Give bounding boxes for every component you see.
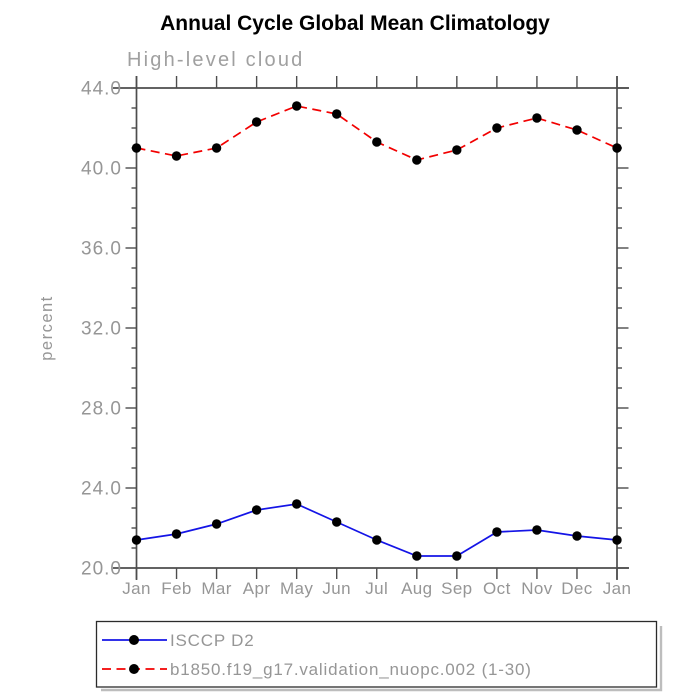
x-tick-label: Nov <box>521 579 553 598</box>
data-point-marker <box>131 143 142 153</box>
legend-box <box>95 620 658 688</box>
data-point-marker <box>612 535 622 545</box>
x-tick-label: Jul <box>365 579 388 598</box>
legend-marker-model-icon <box>129 664 139 674</box>
y-tick-label: 32.0 <box>81 319 122 340</box>
chart-subtitle: High-level cloud <box>127 49 305 71</box>
data-point-marker <box>532 525 542 535</box>
y-axis-title: percent <box>38 295 56 361</box>
y-tick-label: 36.0 <box>81 239 122 260</box>
data-point-marker <box>452 145 462 155</box>
data-point-marker <box>131 535 142 545</box>
x-tick-label: Aug <box>401 579 432 598</box>
data-point-marker <box>251 117 262 127</box>
legend-shadow <box>101 626 663 692</box>
data-point-marker <box>452 551 462 561</box>
data-point-marker <box>612 143 622 153</box>
data-point-marker <box>251 505 262 515</box>
x-tick-label: Feb <box>161 579 192 598</box>
data-point-marker <box>572 531 582 541</box>
data-point-marker <box>372 137 382 147</box>
x-tick-label: Jun <box>322 579 351 598</box>
x-tick-label: Apr <box>243 579 271 598</box>
data-point-marker <box>492 123 502 133</box>
x-tick-label: Mar <box>201 579 231 598</box>
data-point-marker <box>332 517 342 527</box>
data-point-marker <box>532 113 542 123</box>
data-point-marker <box>171 151 182 161</box>
data-point-marker <box>412 155 422 165</box>
series-line-obs <box>136 503 618 557</box>
legend-label-obs: ISCCP D2 <box>170 631 255 650</box>
legend: ISCCP D2 b1850.f19_g17.validation_nuopc.… <box>95 620 663 692</box>
x-tick-label: Sep <box>441 579 472 598</box>
y-tick-label: 20.0 <box>81 559 122 580</box>
series-line-model <box>136 105 618 161</box>
x-tick-label: Oct <box>483 579 511 598</box>
series-layer <box>131 101 622 561</box>
data-point-marker <box>292 101 302 111</box>
x-tick-label: Jan <box>603 579 632 598</box>
data-point-marker <box>572 125 582 135</box>
data-point-marker <box>211 143 222 153</box>
x-tick-label: Dec <box>561 579 593 598</box>
data-point-marker <box>372 535 382 545</box>
legend-label-model: b1850.f19_g17.validation_nuopc.002 (1-30… <box>170 660 532 679</box>
data-point-marker <box>211 519 222 529</box>
x-tick-label: Jan <box>122 579 151 598</box>
y-tick-label: 44.0 <box>81 79 122 100</box>
chart-title: Annual Cycle Global Mean Climatology <box>160 12 550 35</box>
data-point-marker <box>412 551 422 561</box>
x-tick-label: May <box>280 579 313 598</box>
legend-marker-obs-icon <box>129 635 139 645</box>
data-point-marker <box>332 109 342 119</box>
y-tick-label: 24.0 <box>81 479 122 500</box>
y-tick-label: 40.0 <box>81 159 122 180</box>
data-point-marker <box>292 499 302 509</box>
y-tick-label: 28.0 <box>81 399 122 420</box>
data-point-marker <box>492 527 502 537</box>
data-point-marker <box>171 529 182 539</box>
